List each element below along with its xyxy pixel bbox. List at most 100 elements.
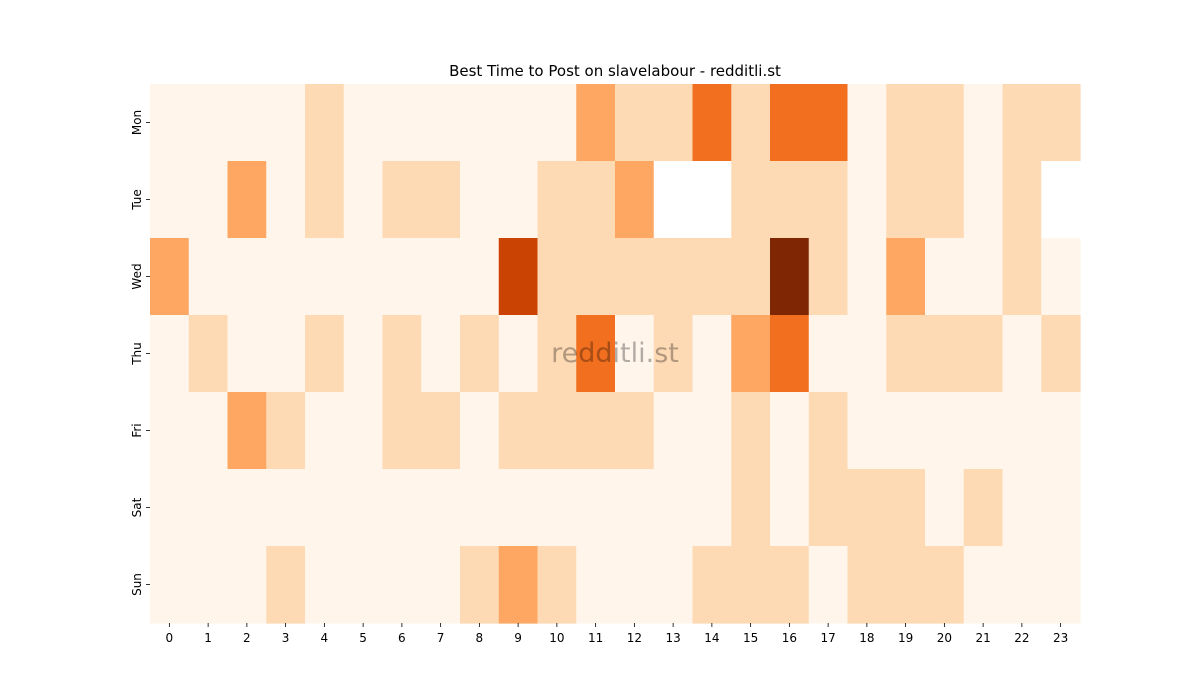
x-tick-label: 20 bbox=[937, 631, 952, 645]
heatmap-cell-fri-15 bbox=[731, 392, 771, 470]
heatmap-cell-sun-19 bbox=[886, 546, 926, 624]
x-tick-label: 8 bbox=[476, 631, 484, 645]
heatmap-cell-mon-6 bbox=[382, 84, 422, 162]
heatmap-cell-tue-15 bbox=[731, 161, 771, 239]
heatmap-cell-fri-0 bbox=[150, 392, 190, 470]
heatmap-cell-thu-13 bbox=[653, 315, 694, 393]
heatmap-cell-sat-20 bbox=[925, 469, 965, 547]
heatmap-cell-wed-1 bbox=[188, 238, 229, 316]
heatmap-cell-tue-13 bbox=[653, 161, 694, 239]
heatmap-cell-fri-4 bbox=[305, 392, 345, 470]
heatmap-cell-sun-16 bbox=[770, 546, 810, 624]
heatmap-cell-sat-19 bbox=[886, 469, 926, 547]
heatmap-cell-thu-23 bbox=[1041, 315, 1081, 393]
heatmap-cell-thu-10 bbox=[537, 315, 577, 393]
heatmap-cell-mon-4 bbox=[305, 84, 345, 162]
heatmap-cell-tue-23 bbox=[1041, 161, 1081, 239]
heatmap-cell-tue-5 bbox=[343, 161, 384, 239]
heatmap-cell-mon-12 bbox=[615, 84, 655, 162]
x-tick-label: 9 bbox=[514, 631, 522, 645]
heatmap-cell-sun-4 bbox=[305, 546, 345, 624]
heatmap-cell-tue-8 bbox=[460, 161, 500, 239]
heatmap-cell-sun-22 bbox=[1002, 546, 1042, 624]
heatmap-cell-wed-5 bbox=[343, 238, 384, 316]
y-tick-label: Sun bbox=[130, 573, 144, 596]
heatmap-cell-sat-10 bbox=[537, 469, 577, 547]
heatmap-cell-sat-8 bbox=[460, 469, 500, 547]
heatmap-cell-sun-9 bbox=[498, 546, 539, 624]
heatmap-cell-fri-2 bbox=[227, 392, 267, 470]
heatmap-cell-wed-0 bbox=[150, 238, 190, 316]
heatmap-cell-thu-11 bbox=[576, 315, 616, 393]
heatmap-cell-thu-22 bbox=[1002, 315, 1042, 393]
heatmap-cell-mon-15 bbox=[731, 84, 771, 162]
heatmap-cell-sat-12 bbox=[615, 469, 655, 547]
heatmap-cell-tue-18 bbox=[847, 161, 887, 239]
heatmap-cell-fri-19 bbox=[886, 392, 926, 470]
heatmap-cell-tue-20 bbox=[925, 161, 965, 239]
heatmap-cell-wed-9 bbox=[498, 238, 539, 316]
x-tick-label: 14 bbox=[704, 631, 719, 645]
heatmap-cell-mon-9 bbox=[498, 84, 539, 162]
heatmap-cell-tue-11 bbox=[576, 161, 616, 239]
heatmap-cell-sat-5 bbox=[343, 469, 384, 547]
heatmap-cell-fri-1 bbox=[188, 392, 229, 470]
heatmap-cell-mon-19 bbox=[886, 84, 926, 162]
heatmap-cell-mon-0 bbox=[150, 84, 190, 162]
x-tick-label: 5 bbox=[359, 631, 367, 645]
heatmap-cell-wed-13 bbox=[653, 238, 694, 316]
heatmap-cell-tue-1 bbox=[188, 161, 229, 239]
x-tick-label: 6 bbox=[398, 631, 406, 645]
heatmap-cell-sat-6 bbox=[382, 469, 422, 547]
x-tick-label: 3 bbox=[282, 631, 290, 645]
heatmap-cell-sat-0 bbox=[150, 469, 190, 547]
heatmap-cell-sat-15 bbox=[731, 469, 771, 547]
heatmap-cell-sat-14 bbox=[692, 469, 732, 547]
heatmap-cell-thu-2 bbox=[227, 315, 267, 393]
heatmap-cell-thu-16 bbox=[770, 315, 810, 393]
heatmap-cell-thu-3 bbox=[266, 315, 306, 393]
heatmap-cell-fri-6 bbox=[382, 392, 422, 470]
x-tick-label: 16 bbox=[782, 631, 797, 645]
heatmap-cell-sun-6 bbox=[382, 546, 422, 624]
heatmap-cell-thu-9 bbox=[498, 315, 539, 393]
heatmap-cell-wed-4 bbox=[305, 238, 345, 316]
heatmap-cell-wed-22 bbox=[1002, 238, 1042, 316]
heatmap-cell-mon-13 bbox=[653, 84, 694, 162]
heatmap-cell-sat-11 bbox=[576, 469, 616, 547]
heatmap-cell-wed-3 bbox=[266, 238, 306, 316]
heatmap-cell-sun-3 bbox=[266, 546, 306, 624]
x-tick-label: 2 bbox=[243, 631, 251, 645]
heatmap-cell-sat-21 bbox=[963, 469, 1004, 547]
heatmap-cell-fri-18 bbox=[847, 392, 887, 470]
heatmap-cell-sun-18 bbox=[847, 546, 887, 624]
x-tick-label: 19 bbox=[898, 631, 913, 645]
heatmap-cell-tue-3 bbox=[266, 161, 306, 239]
x-tick-label: 17 bbox=[820, 631, 835, 645]
heatmap-cell-tue-17 bbox=[808, 161, 849, 239]
heatmap-cells bbox=[150, 84, 1081, 624]
heatmap-cell-wed-17 bbox=[808, 238, 849, 316]
heatmap-cell-sun-5 bbox=[343, 546, 384, 624]
heatmap-cell-mon-7 bbox=[421, 84, 461, 162]
heatmap-cell-wed-19 bbox=[886, 238, 926, 316]
heatmap-cell-sat-2 bbox=[227, 469, 267, 547]
x-tick-label: 10 bbox=[549, 631, 564, 645]
heatmap-cell-wed-10 bbox=[537, 238, 577, 316]
heatmap-cell-thu-20 bbox=[925, 315, 965, 393]
heatmap-cell-sun-15 bbox=[731, 546, 771, 624]
heatmap-cell-mon-1 bbox=[188, 84, 229, 162]
heatmap-cell-mon-8 bbox=[460, 84, 500, 162]
heatmap-cell-sat-16 bbox=[770, 469, 810, 547]
heatmap-cell-fri-21 bbox=[963, 392, 1004, 470]
y-tick-label: Wed bbox=[130, 263, 144, 289]
heatmap-cell-thu-5 bbox=[343, 315, 384, 393]
heatmap-cell-tue-21 bbox=[963, 161, 1004, 239]
heatmap-cell-mon-3 bbox=[266, 84, 306, 162]
heatmap-cell-wed-23 bbox=[1041, 238, 1081, 316]
x-tick-label: 21 bbox=[975, 631, 990, 645]
heatmap-cell-tue-12 bbox=[615, 161, 655, 239]
heatmap-cell-tue-0 bbox=[150, 161, 190, 239]
heatmap-cell-wed-16 bbox=[770, 238, 810, 316]
